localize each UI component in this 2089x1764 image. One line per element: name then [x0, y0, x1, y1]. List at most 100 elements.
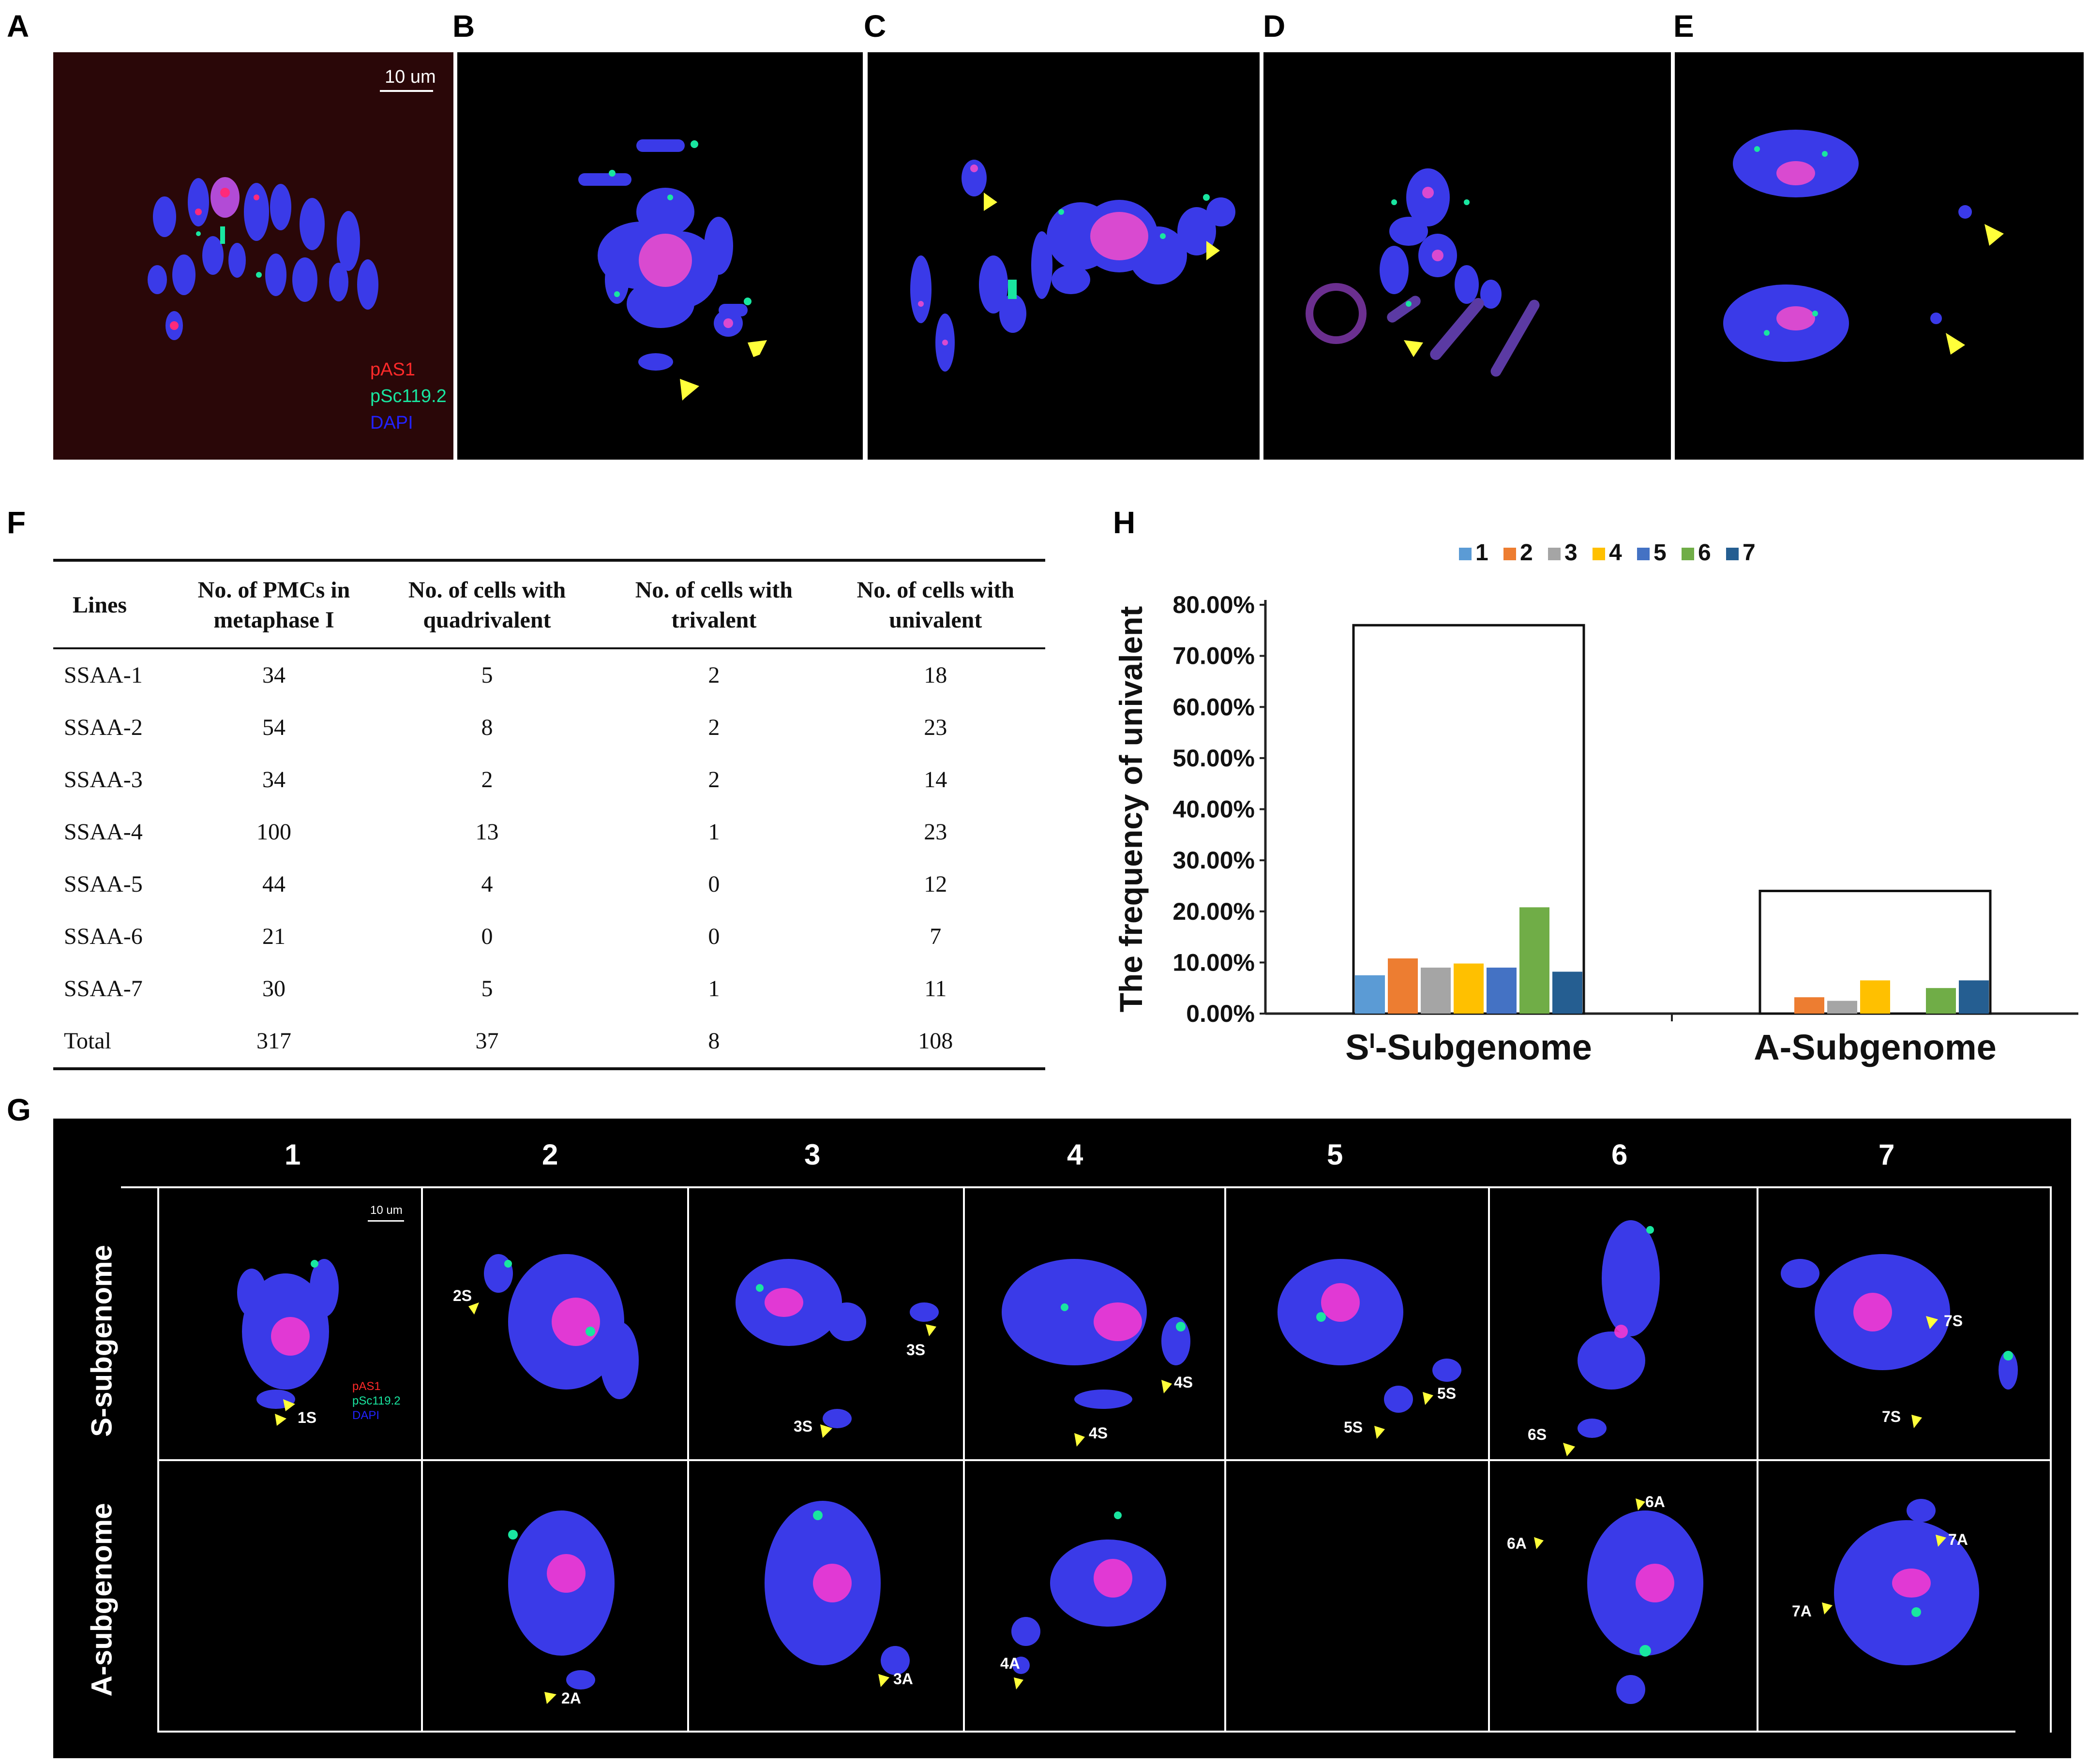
cell-pmcs: 34 [262, 767, 286, 793]
cell-quad: 4 [481, 871, 493, 897]
panel-label-a: A [7, 9, 30, 44]
grid-v5 [1488, 1186, 1490, 1733]
header-quadrivalent: No. of cells with quadrivalent [408, 577, 566, 633]
category-label: A-Subgenome [1754, 1027, 1997, 1067]
scale-bar [380, 90, 433, 92]
panel-label-g: G [7, 1092, 31, 1127]
micrograph-c [868, 52, 1260, 460]
chart-svg: 0.00% 10.00% 20.00% 30.00% 40.00% 50.00% 60.00… [1113, 540, 2078, 1067]
cell-line: SSAA-7 [64, 976, 143, 1002]
micrograph-d [1263, 52, 1671, 460]
scale-text: 10 um [385, 67, 436, 87]
cell-tri: 1 [708, 976, 720, 1002]
column-5: 5 [1327, 1138, 1343, 1171]
grid-middle [157, 1459, 2052, 1461]
bar-series-2 [1794, 997, 1824, 1014]
header-lines: Lines [73, 592, 127, 618]
label-3s-b: 3S [794, 1418, 813, 1435]
cell-tri: 8 [602, 1015, 826, 1070]
bar-series-4 [1860, 980, 1890, 1014]
column-1: 1 [285, 1138, 301, 1171]
y-tick-label: 80.00% [1172, 591, 1255, 618]
legend-label-5: 5 [1653, 540, 1667, 566]
cell-uni: 14 [924, 767, 947, 793]
bar-series-5 [1487, 967, 1517, 1014]
cell-tri: 1 [708, 819, 720, 845]
legend-swatch-4 [1593, 548, 1605, 560]
cell-quad: 5 [481, 976, 493, 1002]
column-7: 7 [1879, 1138, 1895, 1171]
header-pmcs: No. of PMCs in metaphase I [197, 577, 350, 633]
cell-quad: 2 [481, 767, 493, 793]
micrograph-a: 10 um pAS1 pSc119.2 DAPI [53, 52, 453, 460]
cell-line: SSAA-6 [64, 924, 143, 950]
univalent-table: Lines No. of PMCs in metaphase I No. of … [53, 559, 1045, 1070]
label-3a: 3A [893, 1670, 913, 1688]
cell-uni: 23 [924, 715, 947, 741]
label-7s-b: 7S [1882, 1408, 1901, 1425]
panel-label-b: B [452, 9, 475, 44]
table-row: SSAA-1 34 5 2 18 [53, 648, 1045, 702]
y-tick-label: 20.00% [1172, 898, 1255, 925]
cell-tri: 2 [708, 767, 720, 793]
cell-quad: 13 [475, 819, 499, 845]
bar-series-2 [1388, 958, 1418, 1014]
micrograph-b [457, 52, 863, 460]
g-scale-text: 10 um [370, 1204, 403, 1217]
label-2a: 2A [561, 1689, 581, 1707]
table-row: SSAA-4 100 13 1 23 [53, 806, 1045, 858]
y-tick-label: 30.00% [1172, 847, 1255, 874]
legend-pas1: pAS1 [370, 359, 415, 380]
column-2: 2 [542, 1138, 558, 1171]
panel-label-d: D [1263, 9, 1286, 44]
label-5s-a: 5S [1437, 1385, 1457, 1402]
grid-v6 [1757, 1186, 1758, 1733]
bar-series-3 [1827, 1001, 1857, 1014]
grid-v3 [963, 1186, 965, 1733]
bar-series-6 [1519, 907, 1549, 1014]
label-4s-a: 4S [1174, 1374, 1193, 1391]
bar-series-3 [1421, 967, 1451, 1014]
bar-series-4 [1454, 963, 1484, 1014]
table-row: SSAA-3 34 2 2 14 [53, 754, 1045, 806]
legend-label-1: 1 [1475, 540, 1488, 566]
y-tick-label: 70.00% [1172, 643, 1255, 670]
cell-uni: 12 [924, 871, 947, 897]
legend-label-4: 4 [1609, 540, 1622, 566]
cell-pmcs: 100 [256, 819, 291, 845]
cell-line: SSAA-5 [64, 871, 143, 897]
g-legend-dapi: DAPI [352, 1409, 380, 1422]
legend-label-7: 7 [1743, 540, 1756, 566]
bar-series-6 [1926, 988, 1956, 1014]
table-row-total: Total 317 37 8 108 [53, 1015, 1045, 1070]
label-2s: 2S [453, 1287, 472, 1304]
label-4a: 4A [1000, 1655, 1020, 1672]
cell-uni: 108 [826, 1015, 1045, 1070]
g-scale-bar [368, 1220, 404, 1222]
chromosome-grid: 1 2 3 4 5 6 7 S-subgenome A-subgenome [53, 1119, 2071, 1758]
panel-label-c: C [864, 9, 887, 44]
legend-psc119: pSc119.2 [370, 386, 447, 406]
column-6: 6 [1611, 1138, 1628, 1171]
cell-pmcs: 30 [262, 976, 286, 1002]
cell-uni: 18 [924, 662, 947, 688]
cell-pmcs: 44 [262, 871, 286, 897]
label-1s: 1S [298, 1409, 317, 1426]
y-axis-label: The frequency of univalent [1113, 606, 1149, 1013]
y-tick-label: 0.00% [1186, 1000, 1255, 1027]
legend-swatch-5 [1637, 548, 1650, 560]
y-tick-label: 60.00% [1172, 693, 1255, 720]
column-4: 4 [1067, 1138, 1083, 1171]
column-3: 3 [804, 1138, 821, 1171]
label-6a-b: 6A [1507, 1535, 1527, 1552]
legend-swatch-6 [1682, 548, 1694, 560]
panel-label-f: F [7, 505, 26, 540]
univalent-frequency-chart: 0.00% 10.00% 20.00% 30.00% 40.00% 50.00% 60.00… [1098, 523, 2086, 1103]
cell-uni: 7 [930, 924, 942, 950]
grid-bottom [157, 1731, 2015, 1733]
legend-dapi: DAPI [370, 413, 413, 433]
legend-label-3: 3 [1564, 540, 1578, 566]
panel-label-e: E [1673, 9, 1694, 44]
legend-label-2: 2 [1520, 540, 1533, 566]
y-tick-label: 10.00% [1172, 949, 1255, 976]
